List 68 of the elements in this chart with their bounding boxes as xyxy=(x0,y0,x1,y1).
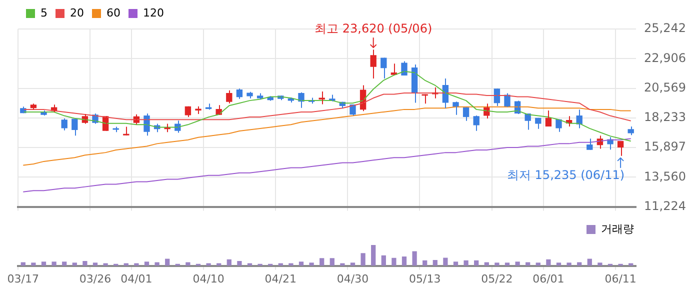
bar xyxy=(443,258,448,266)
bar xyxy=(371,245,376,266)
bar xyxy=(464,260,468,266)
bar xyxy=(556,262,562,266)
bar xyxy=(31,262,36,266)
y-tick-label: 20,569 xyxy=(644,80,686,94)
bar xyxy=(309,262,314,266)
bar xyxy=(92,262,98,266)
bar xyxy=(587,258,592,266)
bar xyxy=(474,260,479,266)
bar xyxy=(52,262,56,266)
x-tick-label: 04/21 xyxy=(264,272,296,286)
candlestick xyxy=(205,103,212,110)
bar xyxy=(412,251,417,266)
legend-label: 5 xyxy=(40,6,48,20)
bar xyxy=(82,261,88,266)
bar xyxy=(298,262,304,266)
y-tick-label: 13,560 xyxy=(644,169,686,184)
legend-label: 20 xyxy=(70,6,84,20)
x-tick-label: 05/22 xyxy=(481,272,513,286)
bar xyxy=(41,262,46,266)
bar xyxy=(226,259,232,266)
candlestick xyxy=(40,110,47,116)
bar xyxy=(504,262,510,266)
y-tick-label: 15,897 xyxy=(644,140,686,154)
bar xyxy=(144,262,150,266)
annotation: 최저 15,235 (06/11) xyxy=(506,168,625,182)
bar xyxy=(186,262,190,266)
candlestick xyxy=(195,106,202,115)
bar xyxy=(402,256,407,266)
x-tick-label: 05/13 xyxy=(409,272,441,286)
bar xyxy=(392,258,396,266)
x-tick-label: 06/11 xyxy=(604,272,636,286)
bar xyxy=(381,255,386,266)
x-tick-label: 04/01 xyxy=(120,272,152,286)
candlestick xyxy=(318,91,325,105)
bar xyxy=(350,262,356,266)
bar xyxy=(237,261,242,266)
x-tick-label: 06/01 xyxy=(532,272,564,286)
bar xyxy=(432,260,438,266)
y-tick-label: 11,224 xyxy=(644,198,686,213)
bar xyxy=(330,258,334,266)
bar xyxy=(536,262,540,266)
bar xyxy=(422,260,428,266)
y-tick-label: 25,242 xyxy=(644,21,686,36)
bar xyxy=(154,262,160,266)
bar xyxy=(515,262,520,266)
legend-label: 60 xyxy=(106,6,120,20)
candlestick xyxy=(246,91,253,99)
bar xyxy=(453,262,458,266)
x-tick-label: 04/10 xyxy=(192,272,224,286)
bar xyxy=(566,262,572,266)
bar xyxy=(494,262,500,266)
bar xyxy=(165,258,170,266)
x-tick-label: 03/17 xyxy=(7,272,39,286)
y-tick-label: 18,233 xyxy=(644,110,686,124)
y-tick-label: 22,906 xyxy=(644,50,686,65)
annotation: 최고 23,620 (05/06) xyxy=(314,22,432,36)
legend-label: 거래량 xyxy=(601,222,634,236)
x-tick-label: 04/30 xyxy=(336,272,369,286)
bar xyxy=(72,262,77,266)
legend-label: 120 xyxy=(142,6,164,20)
bar xyxy=(360,253,366,266)
bar xyxy=(546,259,551,266)
bar xyxy=(62,262,67,266)
bar xyxy=(320,258,324,266)
x-tick-label: 03/26 xyxy=(79,272,112,286)
bar xyxy=(598,262,602,266)
